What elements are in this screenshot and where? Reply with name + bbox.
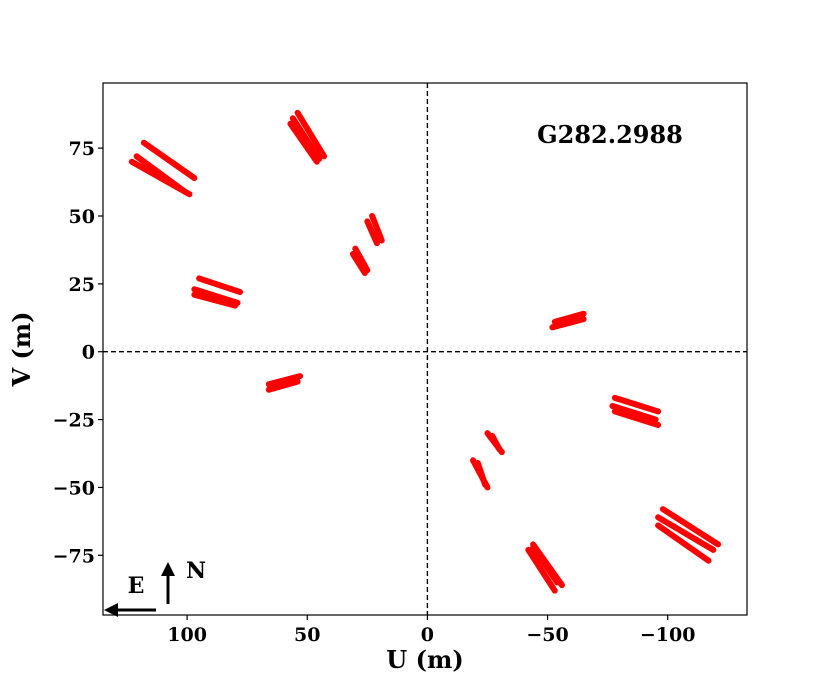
- compass: E N: [104, 558, 206, 617]
- compass-north-label: N: [186, 558, 206, 584]
- uv-track-4: [289, 115, 323, 162]
- uv-track-0: [140, 139, 198, 181]
- y-tick-label: −50: [53, 477, 95, 499]
- y-tick-label: 75: [69, 138, 95, 160]
- uv-track-8: [352, 245, 371, 274]
- x-tick-label: 0: [421, 624, 434, 646]
- north-arrowhead-icon: [161, 562, 175, 576]
- uv-track-17: [611, 394, 662, 415]
- y-tick-label: −25: [53, 410, 95, 432]
- y-tick-label: 0: [82, 342, 95, 364]
- uv-track-14: [265, 378, 301, 393]
- x-tick-label: −100: [640, 624, 696, 646]
- y-tick-label: −75: [53, 545, 95, 567]
- uv-track-26: [530, 544, 561, 586]
- uv-track-23: [474, 460, 489, 488]
- plot-area: [103, 83, 747, 615]
- uv-track-16: [549, 316, 587, 331]
- y-tick-label: 50: [69, 206, 95, 228]
- uv-track-25: [525, 546, 558, 594]
- source-annotation: G282.2988: [537, 120, 683, 149]
- plot-frame: [102, 82, 748, 616]
- uv-track-10: [196, 275, 243, 295]
- east-arrowhead-icon: [104, 603, 118, 617]
- y-tick-label: 25: [69, 274, 95, 296]
- uv-track-5: [287, 120, 320, 165]
- compass-east-label: E: [128, 573, 145, 599]
- uv-track-18: [609, 403, 659, 423]
- zero-lines: [103, 83, 747, 615]
- x-tick-label: 100: [167, 624, 207, 646]
- uv-track-15: [551, 310, 587, 325]
- uv-track-2: [128, 158, 193, 198]
- x-axis-label: U (m): [386, 645, 463, 674]
- x-tick-label: 50: [294, 624, 320, 646]
- uv-track-3: [294, 109, 328, 160]
- uv-track-29: [655, 522, 712, 564]
- uv-track-27: [659, 506, 722, 548]
- uv-tracks: [128, 109, 722, 594]
- y-axis-label: V (m): [7, 311, 36, 387]
- uv-track-11: [191, 286, 241, 306]
- uv-track-13: [265, 373, 304, 388]
- uv-track-7: [364, 218, 380, 247]
- x-tick-label: −50: [526, 624, 568, 646]
- uv-track-28: [655, 514, 717, 553]
- uv-track-21: [489, 432, 503, 453]
- uv-track-12: [191, 291, 239, 309]
- uv-track-9: [349, 251, 368, 276]
- uv-track-19: [611, 408, 662, 428]
- uv-track-6: [369, 213, 385, 244]
- y-axis-ticks: 75 50 25 0 −25 −50 −75: [53, 138, 103, 567]
- x-axis-ticks: 100 50 0 −50 −100: [167, 615, 695, 646]
